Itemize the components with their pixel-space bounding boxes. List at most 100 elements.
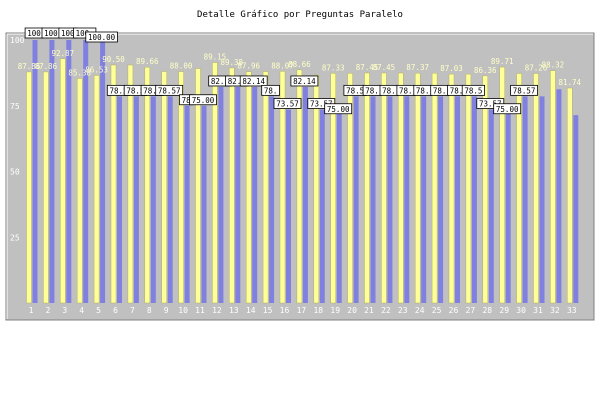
data-label-series-b: 86.53 xyxy=(85,65,108,74)
data-label-series-a: 78. xyxy=(382,86,396,95)
data-label-series-b: 87.26 xyxy=(525,64,548,73)
bar-series-b xyxy=(144,66,151,304)
data-label-series-a: 100 xyxy=(27,29,41,38)
bar-series-b xyxy=(330,73,336,304)
bar-series-b xyxy=(60,58,66,304)
x-tick-label: 30 xyxy=(516,306,526,315)
bar-series-b xyxy=(76,78,83,304)
bar-series-a xyxy=(201,105,207,303)
y-tick-label: 75 xyxy=(10,102,20,111)
bar-series-a xyxy=(404,96,410,303)
bar-series-b xyxy=(414,72,421,304)
data-label-series-a: 100.00 xyxy=(88,33,116,42)
data-label-series-b: 89.38 xyxy=(221,58,244,67)
data-label-series-a: 73.57 xyxy=(276,100,299,109)
x-tick-label: 24 xyxy=(415,306,425,315)
data-label-series-b: 87.03 xyxy=(440,64,463,73)
bar-series-b xyxy=(195,68,201,304)
x-tick-label: 27 xyxy=(466,306,476,315)
x-tick-label: 12 xyxy=(212,306,222,315)
bar-series-b xyxy=(245,71,252,304)
bar-series-a xyxy=(49,40,55,303)
data-label-series-a: 82.1 xyxy=(228,77,246,86)
bar-series-b xyxy=(550,70,556,304)
data-label-series-a: 78.5 xyxy=(346,86,364,95)
bar-series-b xyxy=(262,71,269,304)
x-tick-label: 14 xyxy=(246,306,256,315)
bar-series-a xyxy=(421,96,427,303)
bar-series-b xyxy=(516,73,522,304)
data-label-series-a: 78.5 xyxy=(464,86,482,95)
x-tick-label: 15 xyxy=(263,306,273,315)
data-label-series-a: 75.00 xyxy=(496,105,519,114)
bar-series-b xyxy=(533,73,539,304)
x-tick-label: 31 xyxy=(533,306,543,315)
bar-series-b xyxy=(43,71,49,304)
bar-series-a xyxy=(83,40,89,303)
data-label-box-series-a xyxy=(493,103,522,115)
data-label-series-b: 88.32 xyxy=(542,61,565,70)
data-label-series-a: 78.57 xyxy=(158,86,181,95)
bar-series-b xyxy=(93,75,100,304)
x-tick-label: 11 xyxy=(195,306,205,315)
data-label-series-b: 85.38 xyxy=(68,68,91,77)
bar-series-a xyxy=(488,109,494,304)
x-tick-label: 28 xyxy=(482,306,492,315)
data-label-series-b: 87.33 xyxy=(322,63,345,72)
x-tick-label: 7 xyxy=(130,306,135,315)
bar-series-a xyxy=(150,96,156,303)
data-label-series-b: 87.86 xyxy=(35,62,58,71)
data-label-series-a: 82.14 xyxy=(293,77,316,86)
bar-series-b xyxy=(482,75,489,304)
bar-series-b xyxy=(448,73,455,304)
bar-series-a xyxy=(539,96,545,303)
x-tick-label: 33 xyxy=(567,306,577,315)
data-label-series-b: 89.15 xyxy=(204,53,227,62)
x-tick-label: 8 xyxy=(147,306,152,315)
x-tick-label: 1 xyxy=(29,306,34,315)
bar-series-b xyxy=(381,72,387,304)
data-label-series-a: 100. xyxy=(76,29,94,38)
data-label-box-series-a xyxy=(239,75,268,87)
bar-series-a xyxy=(522,96,528,303)
bar-series-b xyxy=(499,66,505,304)
bar-series-a xyxy=(252,86,258,303)
bar-series-a xyxy=(556,89,562,304)
data-label-series-b: 88.07 xyxy=(271,61,294,70)
data-label-box-series-a xyxy=(261,84,280,96)
bar-series-b xyxy=(26,71,32,304)
bar-series-b xyxy=(296,69,303,304)
x-tick-label: 26 xyxy=(449,306,459,315)
data-label-series-a: 78. xyxy=(264,86,278,95)
bar-series-a xyxy=(573,115,579,303)
data-label-box-series-a xyxy=(155,84,184,96)
data-label-series-b: 90.50 xyxy=(102,55,125,64)
x-tick-label: 21 xyxy=(364,306,374,315)
bar-series-a xyxy=(438,96,444,303)
data-label-box-series-a xyxy=(324,103,353,115)
data-label-series-b: 88.66 xyxy=(288,60,311,69)
data-label-series-a: 78.5 xyxy=(143,86,161,95)
data-label-series-a: 100 xyxy=(61,29,75,38)
x-tick-label: 18 xyxy=(313,306,323,315)
data-label-series-b: 89.71 xyxy=(491,57,514,66)
bar-series-b xyxy=(178,71,184,304)
data-label-series-b: 89.66 xyxy=(136,57,159,66)
data-label-series-a: 78.5 xyxy=(109,86,127,95)
bar-series-b xyxy=(398,72,404,304)
bar-series-b xyxy=(567,87,573,304)
bar-series-a xyxy=(117,96,122,303)
data-label-series-b: 87.37 xyxy=(406,63,429,72)
data-label-series-a: 100 xyxy=(44,29,58,38)
bar-series-b xyxy=(229,67,235,304)
bar-series-b xyxy=(110,64,117,304)
data-label-box-series-a xyxy=(510,84,539,96)
data-label-series-a: 78. xyxy=(433,86,447,95)
data-label-box-series-a xyxy=(461,84,486,96)
data-label-series-a: 82.14 xyxy=(242,77,265,86)
y-tick-label: 100 xyxy=(10,36,25,45)
data-label-series-a: 82.1 xyxy=(211,77,229,86)
x-tick-label: 16 xyxy=(280,306,290,315)
x-tick-label: 23 xyxy=(398,306,408,315)
